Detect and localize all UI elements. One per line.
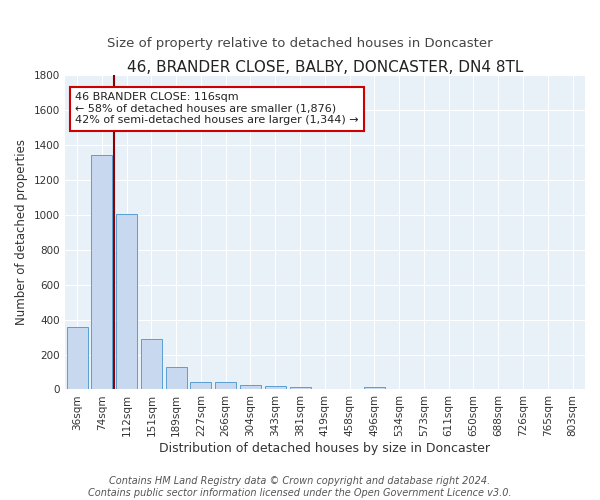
Bar [215,382,236,390]
Bar [290,387,311,390]
Bar [240,384,261,390]
Bar [91,156,112,390]
Text: Size of property relative to detached houses in Doncaster: Size of property relative to detached ho… [107,38,493,51]
Bar [190,382,211,390]
Bar [116,214,137,390]
Bar [141,340,162,390]
Bar [265,386,286,390]
Title: 46, BRANDER CLOSE, BALBY, DONCASTER, DN4 8TL: 46, BRANDER CLOSE, BALBY, DONCASTER, DN4… [127,60,523,75]
Bar [67,328,88,390]
Bar [166,366,187,390]
Text: 46 BRANDER CLOSE: 116sqm
← 58% of detached houses are smaller (1,876)
42% of sem: 46 BRANDER CLOSE: 116sqm ← 58% of detach… [75,92,359,126]
X-axis label: Distribution of detached houses by size in Doncaster: Distribution of detached houses by size … [160,442,490,455]
Y-axis label: Number of detached properties: Number of detached properties [15,139,28,325]
Text: Contains HM Land Registry data © Crown copyright and database right 2024.
Contai: Contains HM Land Registry data © Crown c… [88,476,512,498]
Bar [364,387,385,390]
